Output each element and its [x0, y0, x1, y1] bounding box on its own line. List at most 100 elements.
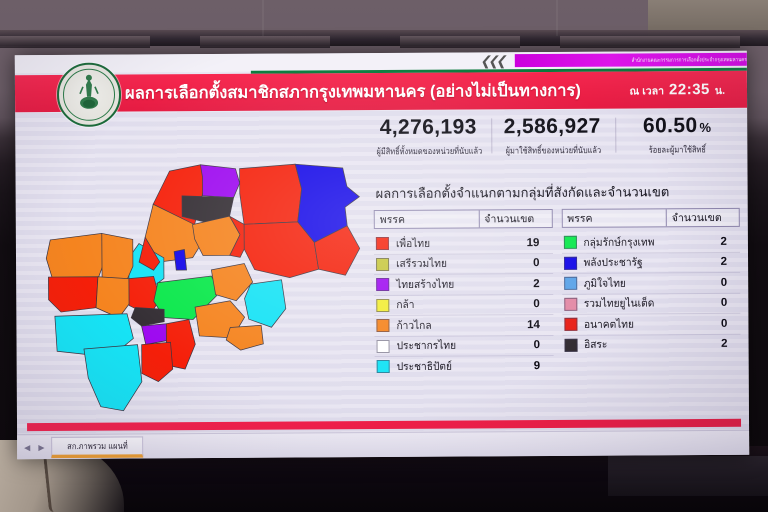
- district-count: 0: [720, 276, 728, 289]
- map-district-d21[interactable]: [141, 323, 169, 345]
- table-row: ไทยสร้างไทย 2: [374, 273, 553, 296]
- party-color-swatch: [376, 278, 390, 292]
- agency-label: สำนักงานคณะกรรมการการเลือกตั้งประจำกรุงเ…: [631, 56, 747, 64]
- party-color-swatch: [563, 297, 577, 311]
- district-count: 0: [720, 317, 728, 330]
- map-district-d17[interactable]: [128, 276, 161, 317]
- rail-block-4: [560, 36, 740, 48]
- district-count: 14: [527, 318, 540, 331]
- party-color-swatch: [376, 339, 390, 353]
- party-color-swatch: [376, 257, 390, 271]
- map-district-d19[interactable]: [210, 263, 254, 302]
- stat-turnout-percent: 60.50% ร้อยละผู้มาใช้สิทธิ์: [615, 113, 739, 157]
- party-color-swatch: [375, 237, 389, 251]
- party-name: ก้าวไกล: [396, 320, 432, 332]
- map-district-d7[interactable]: [313, 225, 361, 276]
- map-district-d2[interactable]: [199, 164, 241, 198]
- column-header-districts: จำนวนเขต: [671, 211, 722, 225]
- party-name: กลุ่มรักษ์กรุงเทพ: [583, 236, 655, 249]
- table-row: อนาคตไทย 0: [561, 313, 741, 336]
- rail-block-2: [200, 36, 330, 48]
- tab-overview-map[interactable]: สก.ภาพรวม แผนที่: [51, 435, 144, 458]
- party-color-swatch: [563, 256, 577, 270]
- map-district-d16[interactable]: [95, 276, 132, 319]
- page-header: ผลการเลือกตั้งสมาชิกสภากรุงเทพมหานคร (อย…: [14, 62, 748, 127]
- stat-eligible-voters: 4,276,193 ผู้มีสิทธิ์ทั้งหมดของหน่วยที่น…: [367, 114, 491, 158]
- district-count: 0: [533, 298, 540, 311]
- timestamp-unit: น.: [714, 84, 726, 97]
- chevron-left-icon[interactable]: ◀: [24, 442, 31, 452]
- district-count: 0: [533, 339, 541, 352]
- party-name: กล้า: [396, 299, 415, 312]
- summary-stats: 4,276,193 ผู้มีสิทธิ์ทั้งหมดของหน่วยที่น…: [367, 113, 739, 167]
- map-district-d6[interactable]: [243, 221, 319, 279]
- party-color-swatch: [376, 298, 390, 312]
- district-count: 9: [533, 359, 541, 372]
- map-district-d15[interactable]: [48, 276, 99, 313]
- results-table-right: พรรค จำนวนเขต กลุ่มรักษ์กรุงเทพ 2 พลังปร…: [561, 207, 741, 376]
- table-row: ประชาธิปัตย์ 9: [375, 356, 554, 377]
- wall-seam-1: [262, 0, 264, 36]
- results-panel: ผลการเลือกตั้งจำแนกตามกลุ่มที่สังกัดและจ…: [373, 181, 741, 377]
- party-color-swatch: [376, 319, 390, 333]
- table-row: กลุ่มรักษ์กรุงเทพ 2: [561, 231, 740, 254]
- rail-block-1: [0, 36, 150, 48]
- taskbar: ◀ ▶ สก.ภาพรวม แผนที่: [17, 429, 750, 460]
- party-color-swatch: [564, 338, 578, 352]
- table-body-right: กลุ่มรักษ์กรุงเทพ 2 พลังประชารัฐ 2 ภูมิใ…: [561, 231, 741, 355]
- map-district-d20[interactable]: [130, 307, 165, 327]
- timestamp-label: ณ เวลา: [629, 84, 665, 97]
- map-district-d28[interactable]: [141, 341, 174, 383]
- bangkok-city-seal-icon: [56, 62, 122, 127]
- map-district-d29[interactable]: [173, 248, 187, 271]
- chevrons-left-icon: ❮❮❮: [479, 53, 507, 69]
- map-district-d12[interactable]: [138, 236, 161, 271]
- party-name: อนาคตไทย: [583, 318, 635, 331]
- agency-banner: สำนักงานคณะกรรมการการเลือกตั้งประจำกรุงเ…: [514, 52, 750, 68]
- table-row: ก้าวไกล 14: [374, 314, 553, 337]
- bangkok-district-results-map[interactable]: [37, 153, 369, 430]
- stat-suffix: %: [699, 119, 712, 136]
- table-row: อิสระ 2: [562, 334, 741, 355]
- taskbar-nav[interactable]: ◀ ▶: [17, 443, 51, 452]
- party-name: เพื่อไทย: [395, 238, 431, 250]
- wall-seam-2: [556, 0, 558, 36]
- map-district-d10[interactable]: [228, 215, 245, 258]
- stat-caption: ผู้มีสิทธิ์ทั้งหมดของหน่วยที่นับแล้ว: [376, 145, 483, 157]
- district-count: 0: [533, 257, 540, 270]
- party-name: ประชากรไทย: [396, 340, 457, 353]
- map-district-d14[interactable]: [101, 232, 134, 286]
- table-header-row: พรรค จำนวนเขต: [373, 208, 553, 230]
- district-count: 0: [720, 297, 728, 310]
- page-title: ผลการเลือกตั้งสมาชิกสภากรุงเทพมหานคร (อย…: [124, 81, 581, 103]
- column-header-party: พรรค: [374, 210, 480, 229]
- map-district-d5[interactable]: [294, 163, 360, 243]
- map-district-d25[interactable]: [225, 324, 264, 351]
- table-row: รวมไทยยูไนเต็ด 0: [561, 293, 741, 315]
- rail-block-3: [400, 36, 520, 48]
- map-district-d27[interactable]: [83, 344, 143, 412]
- party-color-swatch: [563, 236, 577, 250]
- party-color-swatch: [376, 360, 390, 374]
- district-count: 2: [721, 338, 728, 351]
- district-count: 2: [533, 277, 540, 290]
- table-row: พลังประชารัฐ 2: [561, 252, 741, 274]
- party-color-swatch: [563, 277, 577, 291]
- table-row: ภูมิใจไทย 0: [561, 272, 741, 295]
- timestamp: ณ เวลา 22:35 น.: [629, 80, 725, 99]
- desk-right: [608, 456, 768, 496]
- stat-value: 60.50: [642, 114, 698, 138]
- column-header-party: พรรค: [562, 209, 667, 227]
- table-row: กล้า 0: [374, 294, 553, 317]
- map-district-d24[interactable]: [244, 279, 287, 328]
- map-district-d13[interactable]: [45, 233, 105, 280]
- table-row: ประชากรไทย 0: [374, 335, 554, 358]
- map-district-d4[interactable]: [239, 163, 302, 225]
- party-color-swatch: [563, 318, 577, 332]
- party-name: ไทยสร้างไทย: [396, 279, 455, 291]
- stat-votes-cast: 2,586,927 ผู้มาใช้สิทธิ์ของหน่วยที่นับแล…: [491, 114, 615, 158]
- party-name: อิสระ: [584, 339, 608, 352]
- stat-value: 4,276,193: [379, 115, 477, 140]
- table-header-row: พรรค จำนวนเขต: [561, 207, 740, 228]
- chevron-right-icon[interactable]: ▶: [38, 442, 45, 452]
